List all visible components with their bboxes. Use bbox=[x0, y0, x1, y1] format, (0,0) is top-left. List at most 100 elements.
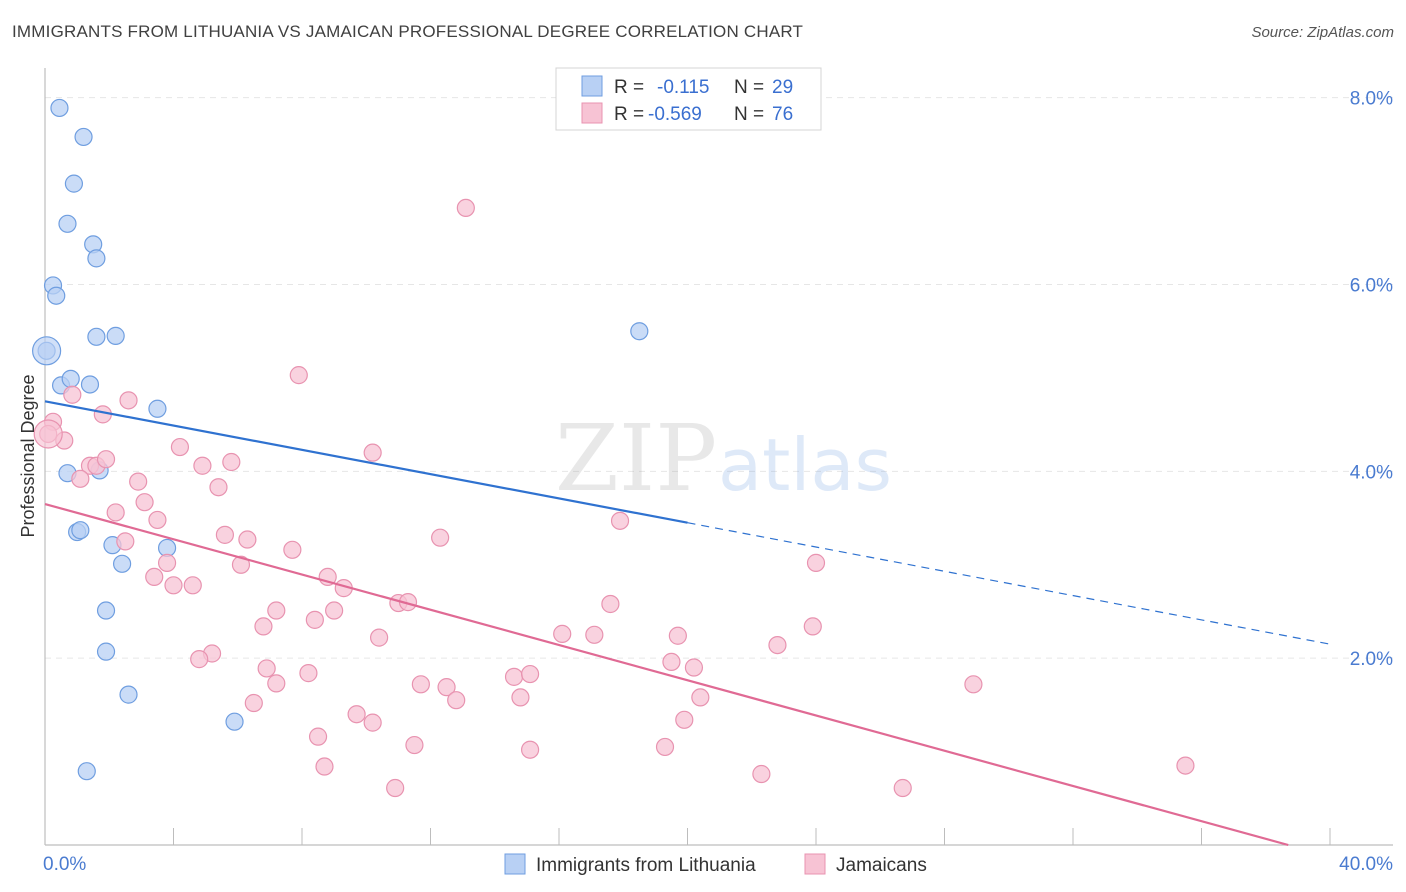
lithuania-point bbox=[106, 326, 125, 345]
jamaicans-point bbox=[768, 635, 787, 655]
y-tick-label: 2.0% bbox=[1350, 649, 1393, 670]
y-tick-label: 6.0% bbox=[1350, 276, 1393, 297]
jamaicans-point bbox=[215, 525, 234, 544]
jamaicans-point bbox=[170, 437, 190, 457]
bottom-legend-label-lithuania: Immigrants from Lithuania bbox=[536, 855, 756, 876]
lithuania-point bbox=[112, 554, 132, 573]
lithuania-point bbox=[80, 375, 100, 394]
lithuania-trend-line-extension bbox=[687, 522, 1331, 645]
bottom-legend-swatch-lithuania bbox=[504, 853, 526, 875]
legend-r-value-2: -0.569 bbox=[648, 104, 702, 125]
jamaicans-point bbox=[370, 628, 389, 647]
jamaicans-point bbox=[610, 511, 630, 530]
axis-layer bbox=[44, 68, 1393, 846]
lithuania-point bbox=[148, 399, 167, 418]
lithuania-point bbox=[74, 127, 93, 147]
jamaicans-point bbox=[1176, 756, 1195, 775]
jamaicans-point bbox=[106, 503, 125, 522]
bottom-legend: Immigrants from Lithuania Jamaicans bbox=[504, 853, 927, 876]
lithuania-point bbox=[64, 174, 84, 193]
lithuania-point bbox=[225, 712, 244, 731]
jamaicans-point bbox=[267, 674, 286, 693]
jamaicans-point bbox=[267, 601, 286, 620]
chart-title: IMMIGRANTS FROM LITHUANIA VS JAMAICAN PR… bbox=[12, 22, 804, 41]
jamaicans-point-large bbox=[33, 419, 63, 449]
jamaicans-point bbox=[585, 625, 604, 644]
legend-swatch-jamaicans bbox=[581, 102, 603, 124]
jamaicans-point bbox=[803, 617, 822, 636]
jamaicans-point bbox=[63, 385, 82, 404]
jamaicans-point bbox=[193, 456, 212, 475]
lithuania-point bbox=[61, 369, 80, 388]
jamaicans-point bbox=[553, 624, 572, 643]
legend-r-label-2: R = bbox=[614, 104, 644, 125]
jamaicans-point bbox=[520, 740, 540, 759]
legend-r-value-1: -0.115 bbox=[657, 77, 709, 98]
jamaicans-point bbox=[148, 510, 167, 530]
jamaicans-point bbox=[222, 452, 241, 472]
jamaicans-point bbox=[315, 757, 334, 776]
legend-swatch-lithuania bbox=[581, 75, 603, 97]
lithuania-point bbox=[87, 327, 106, 346]
legend-n-label-2: N = bbox=[734, 104, 764, 125]
bottom-legend-swatch-jamaicans bbox=[804, 853, 826, 875]
legend-r-label-1: R = bbox=[614, 77, 644, 98]
jamaicans-point bbox=[244, 693, 263, 713]
y-tick-label: 8.0% bbox=[1350, 89, 1393, 110]
jamaicans-point bbox=[511, 688, 530, 707]
jamaicans-point bbox=[157, 553, 177, 572]
jamaicans-point bbox=[675, 710, 694, 729]
jamaicans-point bbox=[752, 764, 771, 784]
jamaicans-point bbox=[135, 493, 154, 512]
jamaicans-point bbox=[363, 713, 382, 732]
jamaicans-point bbox=[363, 443, 382, 462]
jamaicans-point bbox=[893, 778, 912, 798]
y-axis-label: Professional Degree bbox=[18, 374, 38, 537]
jamaicans-point bbox=[129, 472, 148, 491]
jamaicans-point bbox=[655, 737, 675, 757]
lithuania-trend-line bbox=[44, 400, 688, 524]
lithuania-point bbox=[50, 98, 69, 118]
lithuania-point bbox=[47, 286, 66, 305]
jamaicans-point bbox=[411, 675, 430, 694]
jamaicans-point bbox=[447, 691, 466, 710]
jamaicans-point bbox=[209, 478, 228, 497]
jamaicans-point bbox=[386, 778, 405, 798]
legend-box: R = -0.115 N = 29 R = -0.569 N = 76 bbox=[555, 67, 822, 131]
lithuania-point bbox=[96, 601, 116, 620]
legend-n-value-2: 76 bbox=[772, 104, 793, 125]
ticks-layer: 2.0% 4.0% 6.0% 8.0% 0.0% 40.0% bbox=[43, 89, 1393, 875]
lithuania-point bbox=[77, 762, 96, 781]
jamaicans-point bbox=[305, 610, 324, 629]
y-tick-label: 4.0% bbox=[1350, 462, 1393, 483]
grid-layer bbox=[45, 97, 1393, 659]
watermark: ZIP atlas bbox=[555, 405, 892, 512]
jamaicans-point bbox=[183, 576, 202, 595]
jamaicans-point bbox=[145, 567, 164, 587]
jamaicans-point bbox=[504, 667, 524, 686]
jamaicans-point bbox=[257, 659, 276, 678]
trend-layer bbox=[44, 400, 1331, 847]
jamaicans-point bbox=[231, 555, 251, 574]
jamaicans-point bbox=[437, 678, 456, 697]
source-label: Source: ZipAtlas.com bbox=[1251, 24, 1394, 41]
jamaicans-point bbox=[964, 675, 983, 694]
legend-n-label-1: N = bbox=[734, 77, 764, 98]
x-tick-label-min: 0.0% bbox=[43, 854, 86, 875]
jamaicans-point bbox=[662, 652, 681, 672]
watermark-zip: ZIP bbox=[555, 405, 717, 512]
lithuania-point bbox=[87, 249, 106, 268]
jamaicans-point bbox=[668, 626, 687, 645]
jamaicans-point bbox=[405, 735, 424, 755]
jamaicans-point bbox=[456, 198, 475, 218]
jamaicans-point bbox=[164, 576, 183, 595]
x-tick-label-max: 40.0% bbox=[1339, 854, 1393, 875]
jamaicans-point bbox=[431, 528, 450, 547]
jamaicans-point bbox=[71, 469, 90, 488]
jamaicans-point bbox=[308, 727, 328, 746]
lithuania-point bbox=[119, 685, 138, 704]
jamaicans-point bbox=[283, 540, 302, 559]
jamaicans-point bbox=[96, 450, 116, 469]
jamaicans-point bbox=[116, 532, 135, 551]
